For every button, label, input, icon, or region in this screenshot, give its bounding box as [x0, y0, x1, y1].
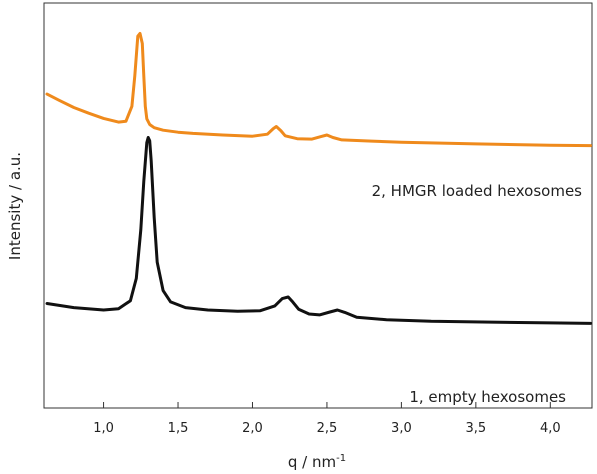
- y-axis-title: Intensity / a.u.: [6, 152, 24, 260]
- x-tick-label: 3,5: [466, 421, 487, 436]
- plot-frame: [43, 2, 593, 409]
- series-line-hmgr-loaded: [45, 31, 592, 148]
- x-tick-label: 3,0: [391, 421, 412, 436]
- x-tick-label: 1,5: [168, 421, 189, 436]
- x-tick-label: 2,0: [242, 421, 263, 436]
- series-label-black: 1, empty hexosomes: [409, 388, 566, 406]
- x-axis-title-superscript: -1: [336, 453, 346, 464]
- series-label-orange: 2, HMGR loaded hexosomes: [372, 182, 583, 200]
- series-line-empty: [45, 136, 592, 325]
- x-axis-title: q / nm-1: [288, 453, 346, 471]
- x-axis-ticks: 1,0 1,5 2,0 2,5 3,0 3,5 4,0: [93, 402, 561, 436]
- x-tick-label: 1,0: [93, 421, 114, 436]
- x-axis-title-text: q / nm: [288, 453, 336, 471]
- x-tick-label: 4,0: [540, 421, 561, 436]
- series-curves: [45, 31, 592, 325]
- x-tick-label: 2,5: [317, 421, 338, 436]
